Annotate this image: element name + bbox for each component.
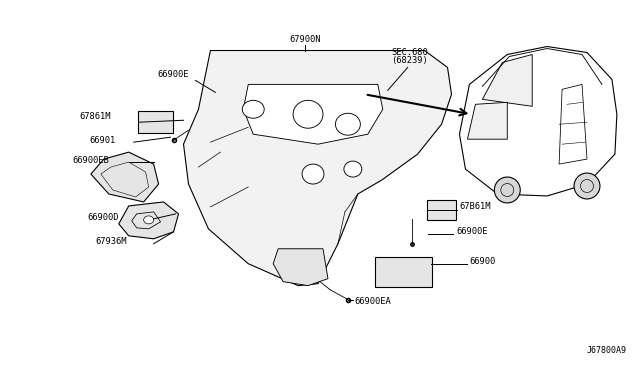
Circle shape xyxy=(494,177,520,203)
Polygon shape xyxy=(119,202,179,239)
Text: 67861M: 67861M xyxy=(79,112,111,121)
FancyBboxPatch shape xyxy=(427,200,456,220)
Polygon shape xyxy=(273,249,328,286)
Polygon shape xyxy=(91,152,159,202)
Text: 66901: 66901 xyxy=(90,136,116,145)
Text: 67900N: 67900N xyxy=(289,35,321,44)
Ellipse shape xyxy=(143,216,154,224)
Ellipse shape xyxy=(335,113,360,135)
FancyBboxPatch shape xyxy=(375,257,431,286)
Polygon shape xyxy=(243,84,383,144)
Text: 67B61M: 67B61M xyxy=(460,202,491,211)
Text: 66900EA: 66900EA xyxy=(355,297,392,306)
Text: 66900E: 66900E xyxy=(157,70,189,79)
Ellipse shape xyxy=(293,100,323,128)
Ellipse shape xyxy=(302,164,324,184)
Ellipse shape xyxy=(243,100,264,118)
Circle shape xyxy=(574,173,600,199)
Polygon shape xyxy=(460,46,617,196)
Polygon shape xyxy=(184,51,451,286)
Text: 66900D: 66900D xyxy=(87,214,119,222)
Text: J67800A9: J67800A9 xyxy=(587,346,627,355)
Polygon shape xyxy=(483,54,532,106)
Polygon shape xyxy=(467,102,508,139)
FancyBboxPatch shape xyxy=(138,111,173,133)
Text: SEC.680: SEC.680 xyxy=(391,48,428,58)
Text: 67936M: 67936M xyxy=(95,237,127,246)
Text: 66900: 66900 xyxy=(469,257,496,266)
Text: 66900E: 66900E xyxy=(456,227,488,236)
Ellipse shape xyxy=(344,161,362,177)
Text: 66900EB: 66900EB xyxy=(72,155,109,164)
Text: (68239): (68239) xyxy=(391,57,428,65)
